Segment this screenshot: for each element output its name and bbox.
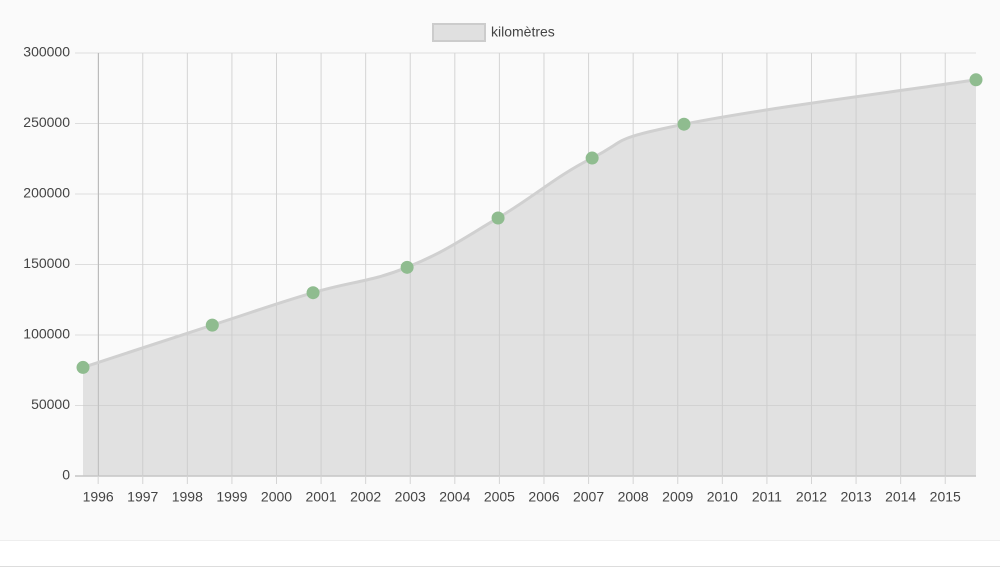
- y-tick-label: 0: [62, 467, 70, 483]
- legend-swatch: [432, 23, 486, 42]
- x-tick-label: 2005: [484, 489, 515, 505]
- point: [677, 117, 691, 131]
- x-tick-label: 2008: [618, 489, 649, 505]
- x-tick-label: 2002: [350, 489, 381, 505]
- x-tick-label: 1996: [83, 489, 114, 505]
- x-tick-label: 2012: [796, 489, 827, 505]
- x-tick-label: 2000: [261, 489, 292, 505]
- area: [83, 79, 976, 476]
- x-tick-label: 2007: [573, 489, 604, 505]
- x-tick-label: 2004: [439, 489, 470, 505]
- point: [491, 211, 505, 225]
- x-tick-label: 2003: [395, 489, 426, 505]
- x-tick-label: 2015: [930, 489, 961, 505]
- x-tick-label: 2013: [840, 489, 871, 505]
- x-tick-label: 1999: [216, 489, 247, 505]
- x-tick-label: 2009: [662, 489, 693, 505]
- y-tick-label: 150000: [23, 255, 70, 271]
- line: [82, 78, 977, 369]
- x-tick-label: 2001: [305, 489, 336, 505]
- x-tick-label: 2011: [752, 489, 782, 505]
- x-tick-label: 2006: [528, 489, 559, 505]
- point: [205, 318, 219, 332]
- point: [969, 73, 983, 87]
- x-tick-label: 1998: [172, 489, 203, 505]
- point: [76, 360, 90, 374]
- y-tick-label: 200000: [23, 185, 70, 201]
- x-tick-label: 2014: [885, 489, 916, 505]
- x-tick-label: 1997: [127, 489, 158, 505]
- legend-label: kilomètres: [491, 24, 555, 40]
- point: [400, 260, 414, 274]
- y-tick-label: 300000: [23, 44, 70, 60]
- point: [585, 151, 599, 165]
- y-tick-label: 100000: [23, 326, 70, 342]
- x-tick-label: 2010: [707, 489, 738, 505]
- y-tick-label: 50000: [31, 396, 70, 412]
- point: [306, 286, 320, 300]
- y-tick-label: 250000: [23, 114, 70, 130]
